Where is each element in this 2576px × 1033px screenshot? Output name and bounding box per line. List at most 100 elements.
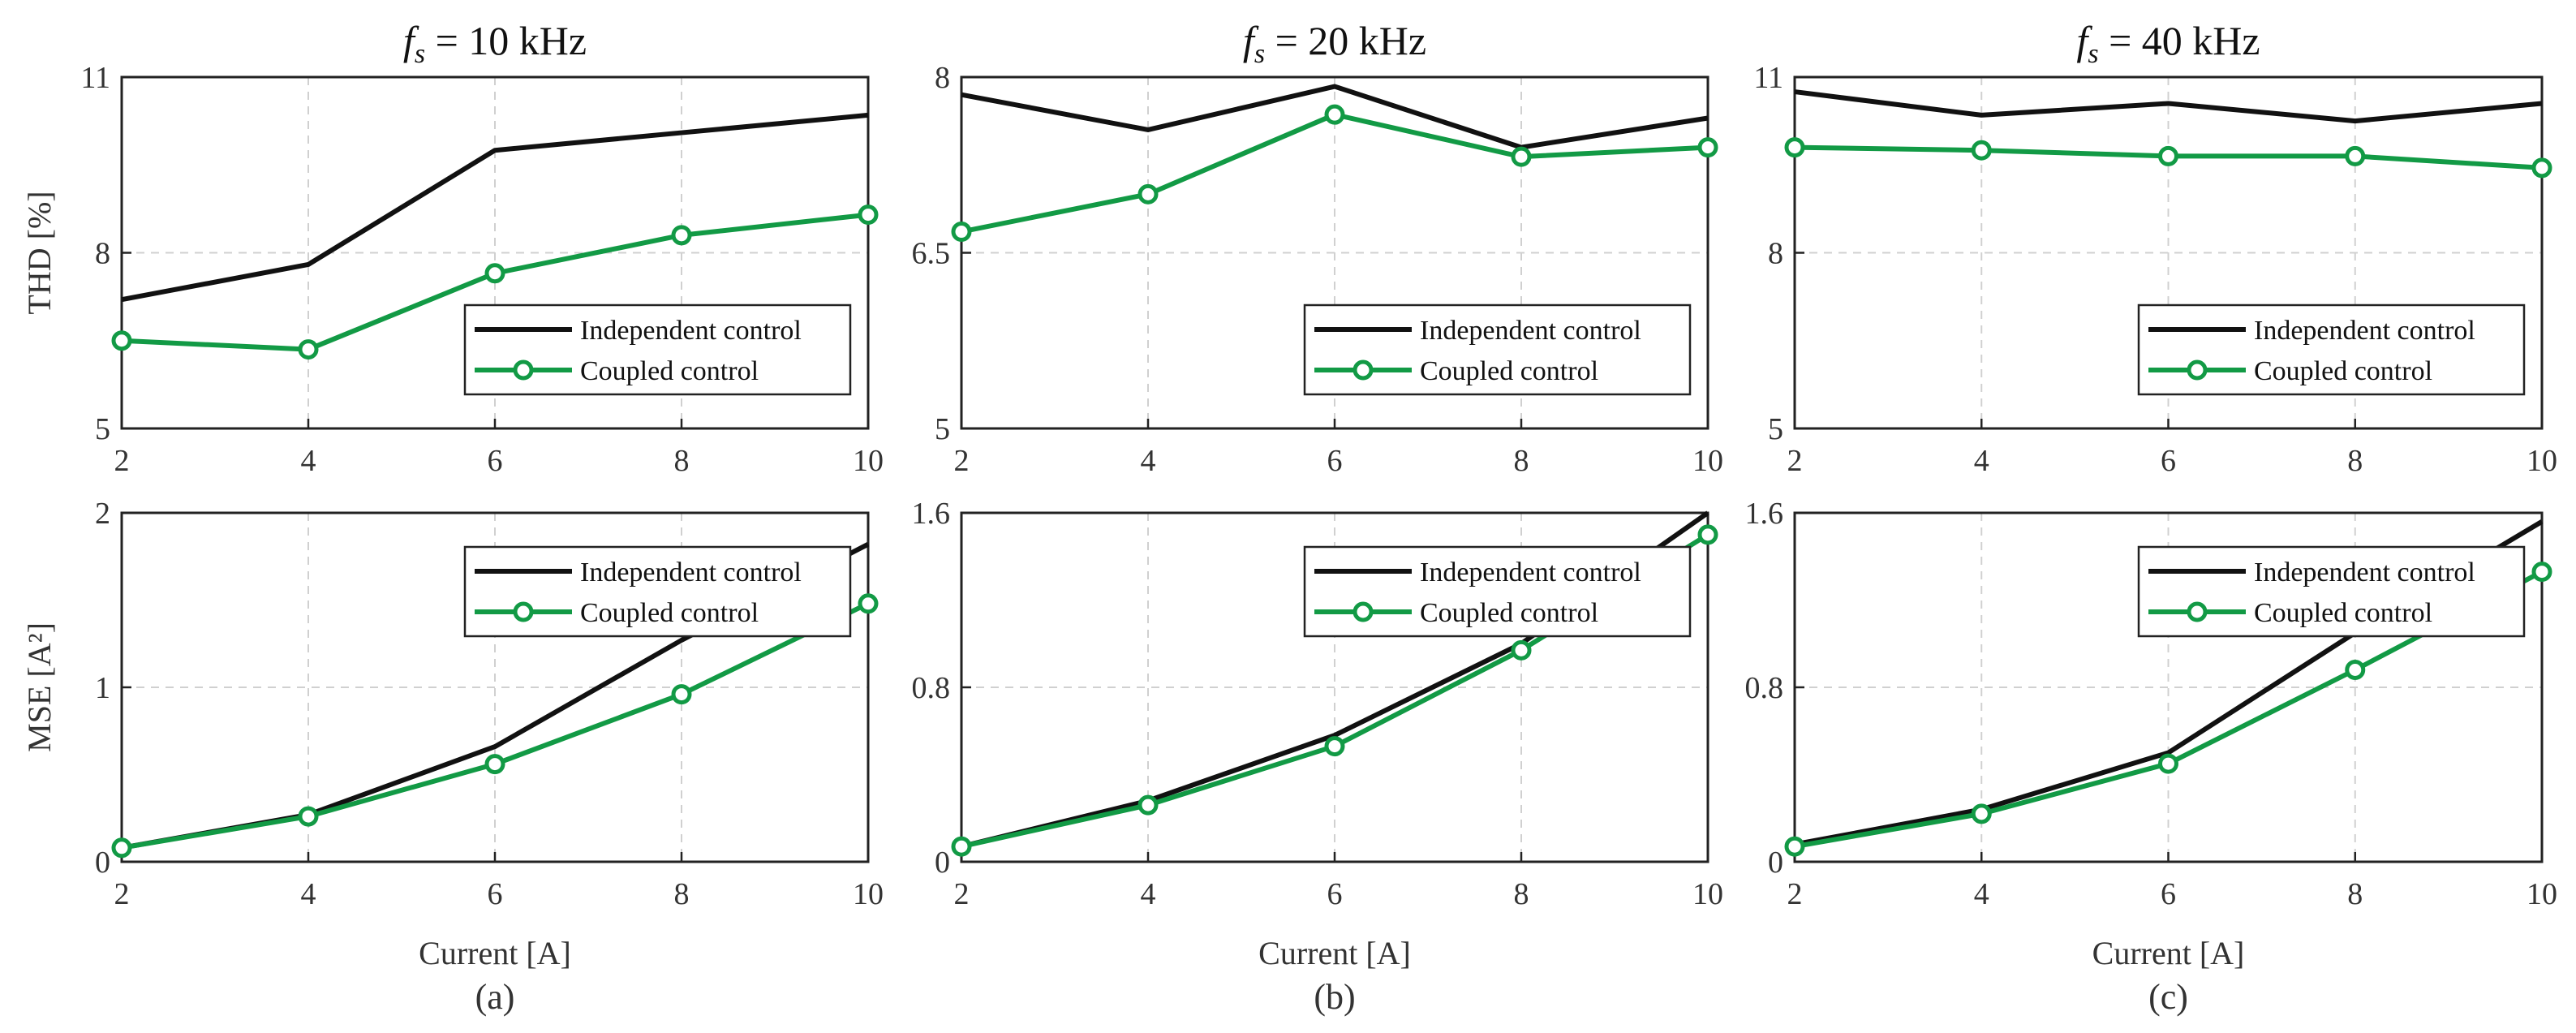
- x-tick-label: 10: [2527, 877, 2557, 911]
- legend-label: Independent control: [1420, 557, 1641, 588]
- x-tick-label: 2: [954, 444, 970, 478]
- x-tick-label: 2: [114, 877, 130, 911]
- legend: Independent control Coupled control: [2137, 303, 2526, 396]
- panel-label: (c): [2148, 977, 2188, 1017]
- legend-box: [463, 545, 852, 638]
- y-tick-label: 1: [95, 671, 110, 705]
- x-tick-label: 6: [488, 877, 503, 911]
- legend-label: Independent control: [2254, 557, 2475, 588]
- legend-label: Coupled control: [2254, 356, 2432, 386]
- x-tick-label: 8: [674, 444, 690, 478]
- coupled-point: [2158, 145, 2178, 166]
- coupled-point: [1324, 736, 1345, 757]
- legend-label: Independent control: [580, 316, 802, 346]
- legend-label: Coupled control: [1420, 356, 1598, 386]
- chart-title: fs = 20 kHz: [1243, 18, 1426, 69]
- coupled-point: [2158, 753, 2178, 774]
- x-tick-label: 10: [853, 444, 884, 478]
- x-axis-label: Current [A]: [2092, 935, 2245, 971]
- x-tick-label: 2: [1787, 444, 1803, 478]
- coupled-point: [298, 806, 319, 827]
- coupled-point: [298, 339, 319, 360]
- x-tick-label: 8: [2347, 877, 2363, 911]
- x-axis-label: Current [A]: [419, 935, 571, 971]
- legend-box: [463, 303, 852, 396]
- panel-label: (a): [475, 977, 515, 1017]
- x-tick-label: 4: [301, 877, 316, 911]
- coupled-point: [1511, 639, 1532, 661]
- coupled-point: [1971, 140, 1992, 161]
- x-tick-label: 8: [2347, 444, 2363, 478]
- x-tick-label: 4: [1141, 444, 1156, 478]
- legend-label: Independent control: [1420, 316, 1641, 346]
- chart-6: 2 4 6 8 10 0 0.8 1.6 Independent control Coupled …: [1745, 497, 2558, 1017]
- x-tick-label: 10: [1692, 877, 1723, 911]
- coupled-point: [484, 754, 505, 775]
- y-tick-label: 6.5: [912, 237, 951, 271]
- y-tick-label: 5: [935, 412, 950, 446]
- coupled-point: [1784, 836, 1805, 857]
- x-tick-label: 4: [1974, 444, 1989, 478]
- y-tick-label: 0.8: [912, 671, 951, 705]
- coupled-point: [2345, 660, 2366, 680]
- legend-label: Independent control: [2254, 316, 2475, 346]
- legend-box: [2137, 303, 2526, 396]
- x-tick-label: 6: [2161, 877, 2176, 911]
- legend-marker: [1353, 601, 1374, 622]
- x-tick-label: 10: [2527, 444, 2557, 478]
- y-axis-label: THD [%]: [21, 191, 58, 314]
- y-tick-label: 8: [1768, 237, 1783, 271]
- y-tick-label: 5: [1768, 412, 1783, 446]
- y-tick-label: 1.6: [912, 497, 951, 531]
- legend-marker: [2187, 359, 2208, 381]
- panel-label: (b): [1314, 977, 1355, 1017]
- legend: Independent control Coupled control: [2137, 545, 2526, 638]
- y-tick-label: 8: [95, 237, 110, 271]
- legend-marker: [2187, 601, 2208, 622]
- coupled-point: [671, 684, 692, 705]
- legend-box: [2137, 545, 2526, 638]
- coupled-point: [858, 593, 879, 614]
- series-independent-line: [961, 84, 1709, 150]
- legend-marker: [513, 601, 534, 622]
- coupled-point: [1971, 803, 1992, 824]
- chart-5: 2 4 6 8 10 0 0.8 1.6 Independent control Coupled …: [912, 497, 1724, 1017]
- legend: Independent control Coupled control: [1303, 545, 1692, 638]
- legend-label: Independent control: [580, 557, 802, 588]
- y-tick-label: 0: [1768, 846, 1783, 880]
- y-tick-label: 1.6: [1745, 497, 1784, 531]
- coupled-point: [951, 836, 972, 857]
- y-tick-label: 8: [935, 61, 950, 95]
- chart-2: 2 4 6 8 10 5 6.5 8 Independent control Coupled co…: [912, 18, 1724, 478]
- legend-label: Coupled control: [1420, 598, 1598, 628]
- coupled-point: [858, 204, 879, 226]
- legend-label: Coupled control: [2254, 598, 2432, 628]
- x-tick-label: 10: [853, 877, 884, 911]
- legend: Independent control Coupled control: [1303, 303, 1692, 396]
- x-tick-label: 4: [301, 444, 316, 478]
- x-tick-label: 6: [488, 444, 503, 478]
- legend-box: [1303, 545, 1692, 638]
- coupled-point: [2531, 562, 2552, 583]
- x-tick-label: 2: [114, 444, 130, 478]
- series-independent-line: [1794, 89, 2543, 124]
- coupled-point: [1511, 146, 1532, 167]
- x-tick-label: 8: [674, 877, 690, 911]
- x-tick-label: 6: [1327, 444, 1343, 478]
- coupled-point: [2345, 145, 2366, 166]
- y-tick-label: 11: [1753, 61, 1783, 95]
- x-tick-label: 8: [1514, 444, 1529, 478]
- x-tick-label: 8: [1514, 877, 1529, 911]
- coupled-point: [671, 225, 692, 246]
- series-independent-line: [121, 112, 869, 303]
- y-tick-label: 0.8: [1745, 671, 1784, 705]
- chart-3: 2 4 6 8 10 5 8 11 Independent control Coupled con…: [1753, 18, 2557, 478]
- x-tick-label: 6: [2161, 444, 2176, 478]
- legend-label: Coupled control: [580, 598, 759, 628]
- chart-title: fs = 10 kHz: [403, 18, 587, 69]
- y-tick-label: 0: [935, 846, 950, 880]
- x-tick-label: 2: [954, 877, 970, 911]
- y-tick-label: 11: [80, 61, 110, 95]
- x-tick-label: 10: [1692, 444, 1723, 478]
